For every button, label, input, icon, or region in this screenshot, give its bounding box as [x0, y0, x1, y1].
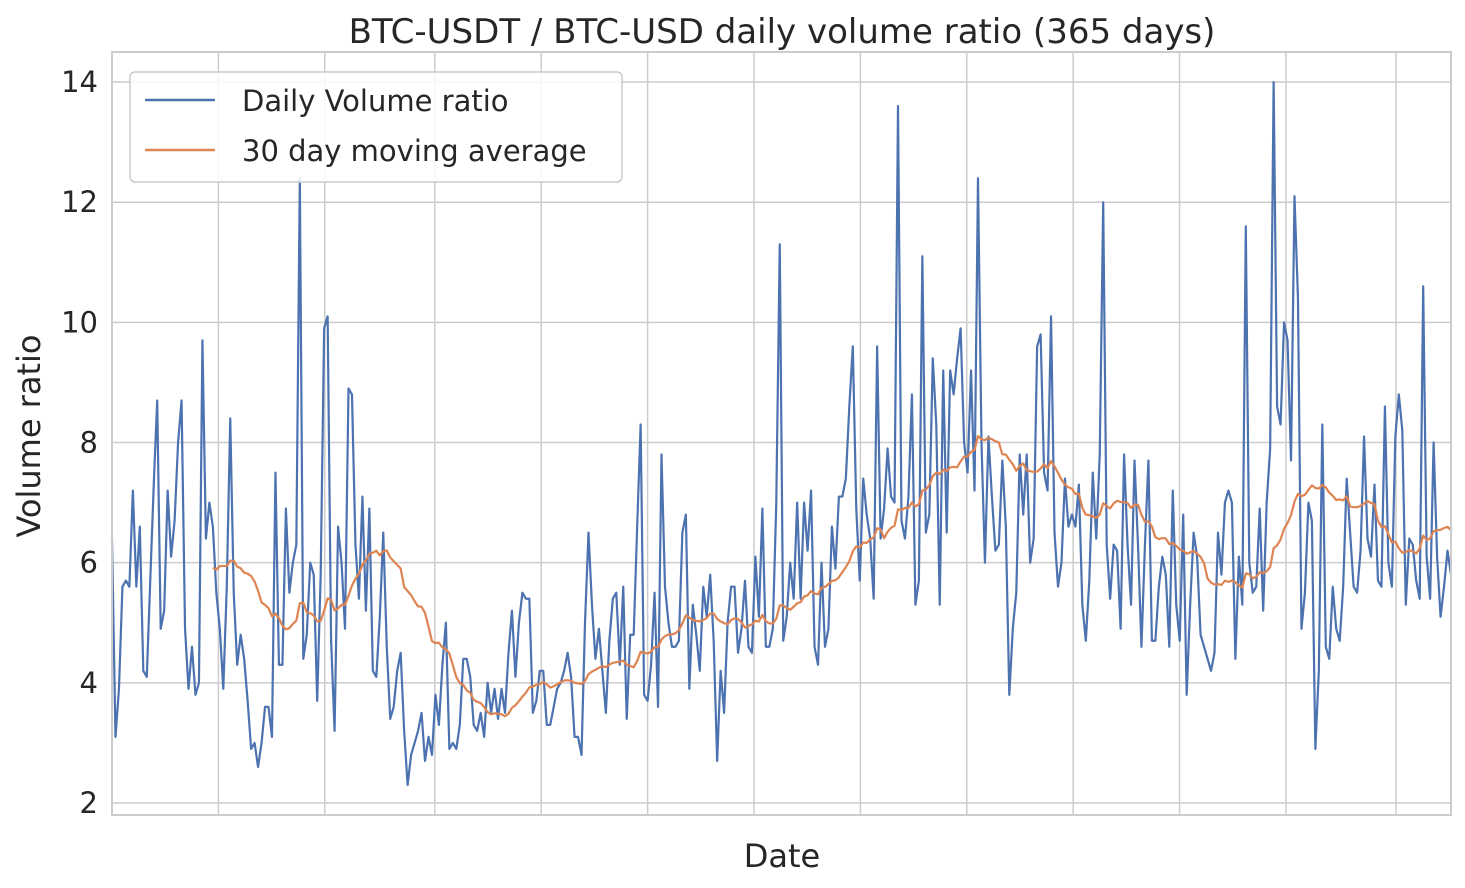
y-tick-label: 8	[80, 426, 98, 460]
x-axis-label: Date	[744, 837, 820, 875]
y-axis-label: Volume ratio	[10, 335, 48, 538]
series-daily-volume-ratio	[110, 80, 1453, 787]
plot-frame	[111, 51, 1452, 816]
y-tick-label: 2	[80, 786, 98, 820]
y-tick-label: 4	[80, 666, 98, 700]
y-tick-label: 12	[61, 185, 98, 219]
series-moving-average	[212, 435, 1452, 718]
legend: Daily Volume ratio 30 day moving average	[129, 71, 623, 183]
legend-label-daily-volume-ratio: Daily Volume ratio	[242, 84, 509, 118]
y-tick-label: 14	[61, 65, 98, 99]
y-tick-label: 6	[80, 546, 98, 580]
chart-title: BTC-USDT / BTC-USD daily volume ratio (3…	[349, 12, 1216, 52]
plot-area	[110, 80, 1453, 787]
legend-label-moving-average: 30 day moving average	[242, 134, 587, 168]
y-axis-ticks: 2 4 6 8 10 12 14	[61, 65, 98, 820]
y-tick-label: 10	[61, 305, 98, 339]
legend-box	[129, 71, 623, 183]
